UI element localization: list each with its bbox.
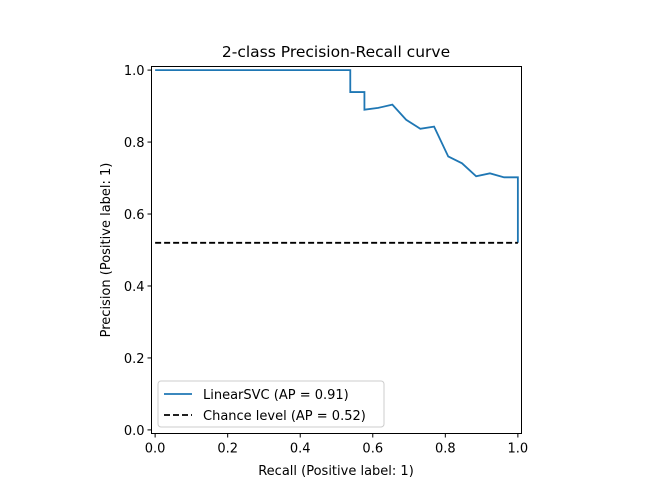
x-tick-label: 0.0 (145, 442, 166, 457)
y-tick-label: 0.8 (124, 136, 145, 151)
x-axis-ticks: 0.0 0.2 0.4 0.6 0.8 1.0 (145, 433, 529, 457)
legend-label-chance: Chance level (AP = 0.52) (203, 409, 366, 424)
y-tick-label: 0.0 (124, 424, 145, 439)
x-tick-label: 1.0 (508, 442, 529, 457)
y-tick-label: 1.0 (124, 64, 145, 79)
axes-frame (151, 66, 522, 434)
y-tick-label: 0.6 (124, 208, 145, 223)
x-tick-label: 0.4 (290, 442, 311, 457)
y-tick-label: 0.4 (124, 280, 145, 295)
x-tick-label: 0.6 (362, 442, 383, 457)
x-axis-label: Recall (Positive label: 1) (258, 464, 414, 479)
plot-area (155, 69, 519, 244)
y-tick-label: 0.2 (124, 352, 145, 367)
legend-label-linearsvc: LinearSVC (AP = 0.91) (203, 388, 349, 403)
x-tick-label: 0.2 (217, 442, 238, 457)
series-line-linearsvc (155, 69, 519, 243)
y-axis-label: Precision (Positive label: 1) (99, 163, 114, 338)
y-axis-ticks: 0.0 0.2 0.4 0.6 0.8 1.0 (124, 64, 152, 439)
x-tick-label: 0.8 (435, 442, 456, 457)
legend: LinearSVC (AP = 0.91) Chance level (AP =… (157, 380, 385, 428)
chart-title: 2-class Precision-Recall curve (222, 43, 450, 61)
legend-box (157, 380, 385, 428)
